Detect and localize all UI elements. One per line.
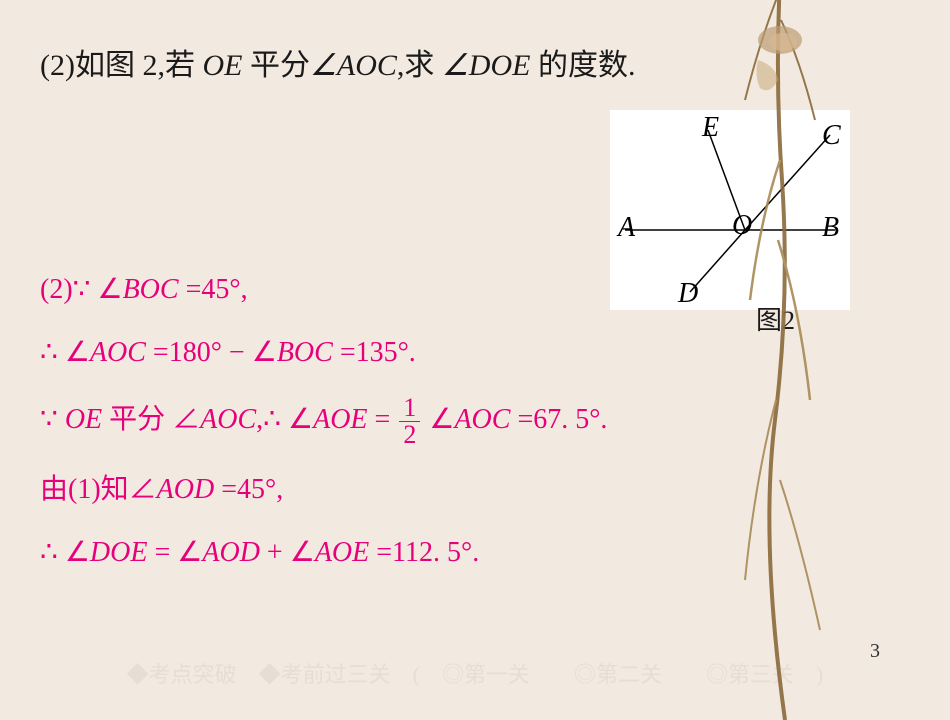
q-angle1: ∠AOC xyxy=(310,49,397,82)
sol-line-3: ∵ OE 平分 ∠AOC,∴ ∠AOE = 12 ∠AOC =67. 5°. xyxy=(40,395,910,448)
s5a: ∴ ∠ xyxy=(40,537,90,568)
s3f: AOE xyxy=(313,404,367,435)
s3a: ∵ xyxy=(40,404,65,435)
label-O: O xyxy=(732,210,752,242)
s4a: 由(1)知∠ xyxy=(40,474,157,505)
s3j: =67. 5°. xyxy=(510,404,607,435)
label-C: C xyxy=(822,120,841,152)
sol-line-2: ∴ ∠AOC =180° − ∠BOC =135°. xyxy=(40,333,910,374)
q-mid: 平分 xyxy=(242,49,310,82)
footer-nav: ◆考点突破 ◆考前过三关 ( ◎第一关 ◎第二关 ◎第三关 ) xyxy=(0,657,950,689)
s3g: = xyxy=(368,404,398,435)
label-E: E xyxy=(702,112,719,144)
s2c: =180° − ∠ xyxy=(146,337,277,368)
s5d: AOD xyxy=(202,537,260,568)
label-B: B xyxy=(822,212,839,244)
q-prefix: (2)如图 2,若 xyxy=(40,49,202,82)
q-angle2: ∠DOE xyxy=(442,49,531,82)
q-mid2: ,求 xyxy=(397,49,442,82)
s2a: ∴ ∠ xyxy=(40,337,90,368)
s2e: =135°. xyxy=(333,337,416,368)
s3b: OE xyxy=(65,404,102,435)
s4c: =45°, xyxy=(214,474,283,505)
solution-block: (2)∵ ∠BOC =45°, ∴ ∠AOC =180° − ∠BOC =135… xyxy=(40,270,910,595)
s3d: AOC xyxy=(200,404,256,435)
s5g: =112. 5°. xyxy=(369,537,479,568)
s1a: (2)∵ ∠ xyxy=(40,274,123,305)
s5f: AOE xyxy=(315,537,369,568)
s1c: =45°, xyxy=(179,274,248,305)
s5e: + ∠ xyxy=(260,537,315,568)
s3i: AOC xyxy=(454,404,510,435)
sol-line-4: 由(1)知∠AOD =45°, xyxy=(40,470,910,511)
frac-den: 2 xyxy=(399,422,420,448)
s4b: AOD xyxy=(157,474,215,505)
question-text: (2)如图 2,若 OE 平分∠AOC,求 ∠DOE 的度数. xyxy=(40,40,910,84)
label-A: A xyxy=(618,212,635,244)
sol-line-5: ∴ ∠DOE = ∠AOD + ∠AOE =112. 5°. xyxy=(40,533,910,574)
s5b: DOE xyxy=(90,537,148,568)
s3e: ,∴ ∠ xyxy=(256,404,313,435)
s2d: BOC xyxy=(277,337,333,368)
s3c: 平分 ∠ xyxy=(102,404,200,435)
fraction-half: 12 xyxy=(399,395,420,448)
s3h: ∠ xyxy=(422,404,454,435)
sol-line-1: (2)∵ ∠BOC =45°, xyxy=(40,270,910,311)
s2b: AOC xyxy=(90,337,146,368)
q-oe: OE xyxy=(202,49,242,82)
s5c: = ∠ xyxy=(147,537,202,568)
frac-num: 1 xyxy=(399,395,420,422)
s1b: BOC xyxy=(123,274,179,305)
slide-content: (2)如图 2,若 OE 平分∠AOC,求 ∠DOE 的度数. A O B C … xyxy=(0,0,950,713)
q-suffix: 的度数. xyxy=(530,49,635,82)
